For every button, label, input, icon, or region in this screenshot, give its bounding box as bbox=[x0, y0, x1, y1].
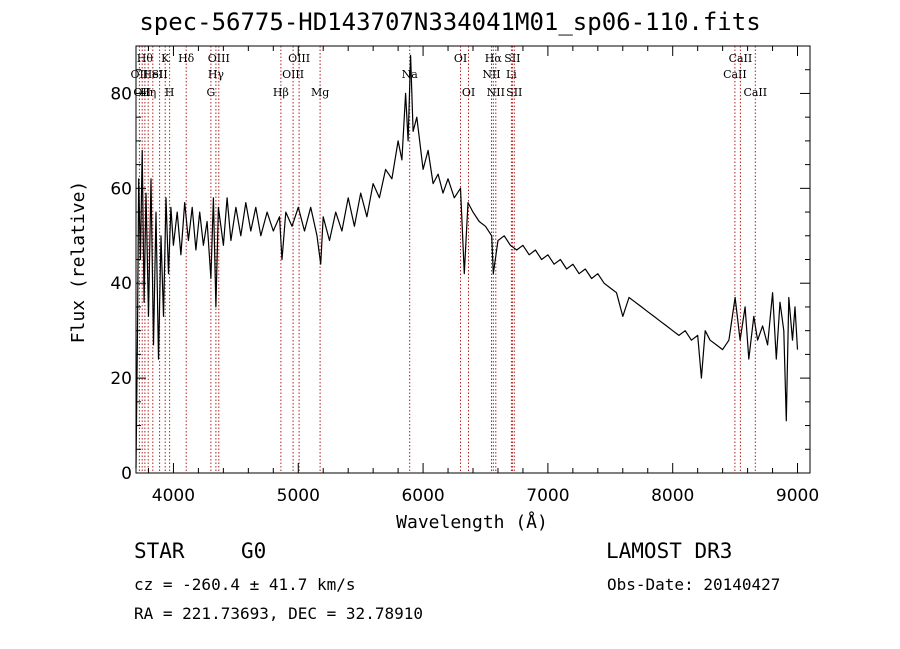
class-label: STAR bbox=[134, 539, 185, 563]
line-label-11: OIII bbox=[208, 52, 230, 65]
line-label-5: SII bbox=[151, 68, 167, 81]
line-labels: OIIOIIHθHηHeISIIKHHδGHγOIIIHβOIIIOIIIMgN… bbox=[131, 52, 768, 99]
line-label-19: NII bbox=[482, 68, 500, 81]
line-label-4: HeI bbox=[143, 68, 163, 81]
plot-frame bbox=[135, 45, 811, 474]
line-label-8: Hδ bbox=[178, 52, 195, 65]
y-tick-label: 20 bbox=[110, 369, 132, 389]
emission-line-markers bbox=[138, 46, 756, 473]
line-label-14: OIII bbox=[288, 52, 310, 65]
line-label-16: Na bbox=[402, 68, 419, 81]
flux-series bbox=[135, 54, 799, 469]
line-label-12: Hβ bbox=[273, 86, 289, 99]
line-label-25: CaII bbox=[723, 68, 747, 81]
subclass-label: G0 bbox=[241, 539, 267, 563]
line-label-26: CaII bbox=[729, 52, 753, 65]
y-tick-label: 40 bbox=[110, 274, 132, 294]
x-tick-label: 7000 bbox=[526, 486, 569, 506]
line-label-9: G bbox=[207, 86, 216, 99]
y-tick-label: 0 bbox=[121, 464, 132, 484]
line-label-3: Hη bbox=[140, 86, 156, 99]
line-label-22: Li bbox=[506, 68, 517, 81]
line-label-1: OII bbox=[133, 86, 151, 99]
x-tick-label: 9000 bbox=[776, 486, 819, 506]
x-tick-label: 5000 bbox=[277, 486, 320, 506]
x-tick-label: 4000 bbox=[152, 486, 195, 506]
line-label-18: OI bbox=[462, 86, 475, 99]
survey-label: LAMOST DR3 bbox=[606, 539, 733, 563]
line-label-27: CaII bbox=[743, 86, 767, 99]
y-tick-label: 60 bbox=[110, 179, 132, 199]
x-tick-label: 8000 bbox=[651, 486, 694, 506]
line-label-6: K bbox=[161, 52, 170, 65]
line-label-17: OI bbox=[454, 52, 467, 65]
y-axis-label: Flux (relative) bbox=[68, 181, 89, 344]
line-label-0: OII bbox=[131, 68, 149, 81]
line-label-15: Mg bbox=[311, 86, 329, 99]
line-label-21: NII bbox=[487, 86, 505, 99]
line-label-13: OIII bbox=[282, 68, 304, 81]
redshift-text: cz = -260.4 ± 41.7 km/s bbox=[134, 575, 356, 594]
coordinates-text: RA = 221.73693, DEC = 32.78910 bbox=[134, 604, 423, 623]
line-label-7: H bbox=[165, 86, 175, 99]
line-label-23: SII bbox=[504, 52, 520, 65]
x-tick-label: 6000 bbox=[401, 486, 444, 506]
line-label-20: Hα bbox=[485, 52, 503, 65]
x-axis-label: Wavelength (Å) bbox=[396, 511, 548, 533]
chart-title: spec-56775-HD143707N334041M01_sp06-110.f… bbox=[139, 8, 761, 36]
x-axis: 4000 5000 6000 7000 8000 9000 bbox=[147, 46, 819, 506]
line-label-2: Hθ bbox=[137, 52, 154, 65]
plot-border bbox=[135, 45, 811, 474]
line-label-24: SII bbox=[506, 86, 522, 99]
y-axis: 0 20 40 60 80 bbox=[110, 69, 810, 484]
y-tick-label: 80 bbox=[110, 84, 132, 104]
flux-line bbox=[135, 54, 799, 469]
line-label-10: Hγ bbox=[208, 68, 225, 81]
obs-date-text: Obs-Date: 20140427 bbox=[607, 575, 781, 594]
